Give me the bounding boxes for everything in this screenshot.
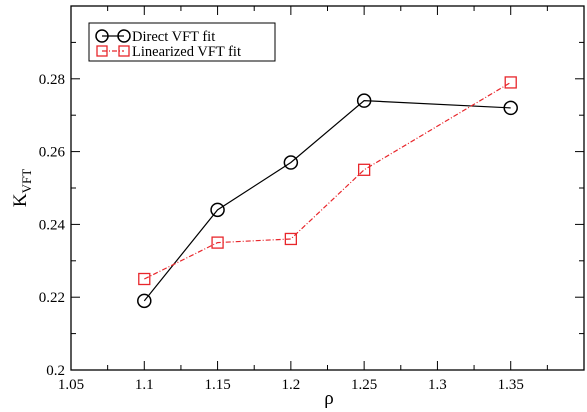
series-line-direct-vft-fit (143, 100, 511, 302)
y-tick-label: 0.26 (39, 145, 66, 161)
legend-entry-direct-vft-fit: Direct VFT fit (95, 29, 215, 45)
x-tick-label: 1.15 (204, 377, 230, 393)
legend-swatch-marker-linearized-right (118, 45, 130, 57)
x-axis-label: ρ (324, 388, 333, 409)
data-point-linearized-vft-fit (211, 236, 224, 249)
legend-label-direct-vft-fit: Direct VFT fit (132, 29, 215, 45)
x-tick-label: 1.1 (135, 377, 154, 393)
legend-box (88, 22, 276, 62)
y-axis-label: KVFT (10, 169, 34, 207)
series-layer (137, 76, 518, 309)
x-tick-label: 1.2 (281, 377, 300, 393)
y-tick-label: 0.2 (46, 363, 65, 379)
data-point-direct-vft-fit (356, 93, 372, 108)
data-point-linearized-vft-fit (138, 272, 151, 286)
series-line-linearized-vft-fit (144, 81, 512, 280)
y-tick-label: 0.22 (39, 290, 65, 306)
y-tick-label: 0.28 (39, 72, 65, 88)
data-point-linearized-vft-fit (284, 232, 298, 246)
data-point-linearized-vft-fit (504, 76, 517, 89)
x-tick-label: 1.05 (58, 377, 84, 393)
x-tick-label: 1.25 (351, 377, 377, 393)
legend-swatch-marker-direct-right (117, 29, 131, 43)
data-point-direct-vft-fit (210, 202, 225, 218)
ticks-layer: 1.05 1.1 1.15 1.2 1.25 1.3 1.35 0.2 0.22 0.24 0.26… (39, 6, 584, 393)
data-point-direct-vft-fit (283, 155, 299, 170)
x-tick-label: 1.3 (428, 377, 447, 393)
legend-swatch-marker-linearized-left (96, 45, 108, 57)
legend-swatch-marker-direct-left (95, 29, 109, 43)
legend-label-linearized-vft-fit: Linearized VFT fit (132, 44, 241, 60)
data-point-direct-vft-fit (503, 100, 518, 116)
x-tick-label: 1.35 (498, 377, 524, 393)
legend-entry-linearized-vft-fit: Linearized VFT fit (96, 44, 241, 60)
y-axis-label-subscript: VFT (19, 169, 34, 194)
y-tick-label: 0.24 (39, 217, 66, 233)
legend: Direct VFT fit Linearized VFT fit (88, 22, 276, 62)
data-point-direct-vft-fit (137, 293, 152, 309)
data-point-linearized-vft-fit (357, 163, 371, 176)
y-axis-label-main: K (10, 193, 31, 207)
